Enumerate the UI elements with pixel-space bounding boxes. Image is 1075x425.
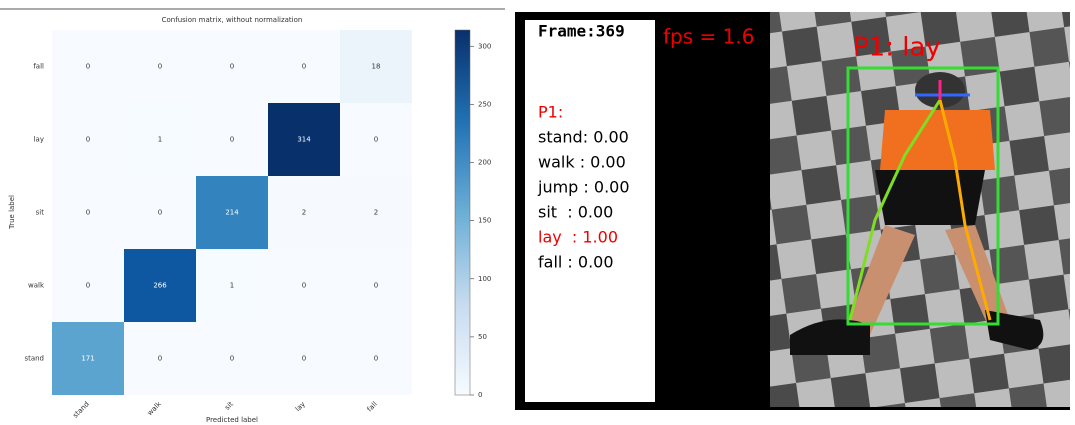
colorbar-tick-label: 250: [478, 100, 491, 108]
chart-title: Confusion matrix, without normalization: [162, 16, 303, 24]
cell-label: 2: [374, 209, 378, 217]
cell-label: 0: [86, 136, 90, 144]
score-line: lay : 1.00: [538, 228, 618, 247]
colorbar-tick-label: 100: [478, 275, 491, 283]
colorbar-tick-label: 300: [478, 42, 491, 50]
frame-label: Frame:369: [538, 22, 625, 41]
cell-label: 18: [372, 63, 381, 71]
cell-label: 0: [374, 282, 378, 290]
cell-label: 2: [302, 209, 306, 217]
score-line: walk : 0.00: [538, 153, 626, 172]
cell-label: 0: [230, 136, 234, 144]
score-line: fall : 0.00: [538, 253, 614, 272]
x-tick-label: sit: [223, 400, 235, 412]
cell-label: 0: [230, 63, 234, 71]
cell-label: 1: [158, 136, 162, 144]
colorbar-tick-label: 0: [478, 391, 482, 399]
cell-label: 266: [153, 282, 167, 290]
y-axis-label: True label: [8, 195, 16, 230]
person-label: P1:: [538, 103, 563, 122]
score-line: stand: 0.00: [538, 128, 629, 147]
cell-label: 171: [81, 355, 94, 363]
y-tick-label: stand: [24, 355, 44, 363]
x-tick-label: stand: [71, 400, 90, 419]
cell-label: 214: [225, 209, 239, 217]
y-tick-label: lay: [34, 136, 44, 144]
cell-label: 0: [158, 355, 162, 363]
screenshot: Confusion matrix, without normalization …: [0, 0, 1075, 425]
cell-label: 0: [158, 209, 162, 217]
y-tick-label: walk: [28, 282, 45, 290]
colorbar-tick-label: 150: [478, 217, 491, 225]
colorbar-tick-label: 50: [478, 333, 487, 341]
fps-label: fps = 1.6: [663, 25, 754, 49]
x-axis-label: Predicted label: [206, 416, 258, 424]
cell-label: 0: [374, 136, 378, 144]
cell-label: 0: [302, 355, 306, 363]
cell-label: 314: [297, 136, 311, 144]
colorbar: [455, 30, 470, 395]
cell-label: 0: [374, 355, 378, 363]
x-tick-label: walk: [146, 400, 164, 418]
y-tick-label: sit: [36, 209, 45, 217]
cell-label: 0: [86, 63, 90, 71]
cell-label: 0: [158, 63, 162, 71]
x-tick-label: fall: [366, 400, 379, 413]
heatmap: Confusion matrix, without normalization …: [8, 16, 491, 424]
cell-label: 0: [302, 282, 306, 290]
x-tick-label: lay: [294, 400, 307, 413]
overlay-label: P1: lay: [853, 33, 941, 63]
cell-label: 0: [302, 63, 306, 71]
cell-label: 0: [230, 355, 234, 363]
cell-label: 0: [86, 282, 90, 290]
score-line: sit : 0.00: [538, 203, 613, 222]
cell-label: 0: [86, 209, 90, 217]
video-frame: Frame:369 fps = 1.6 P1: lay P1: stand: 0…: [515, 12, 1070, 410]
score-line: jump : 0.00: [537, 178, 630, 197]
colorbar-tick-label: 200: [478, 159, 491, 167]
cell-label: 1: [230, 282, 234, 290]
y-tick-label: fall: [33, 63, 44, 71]
